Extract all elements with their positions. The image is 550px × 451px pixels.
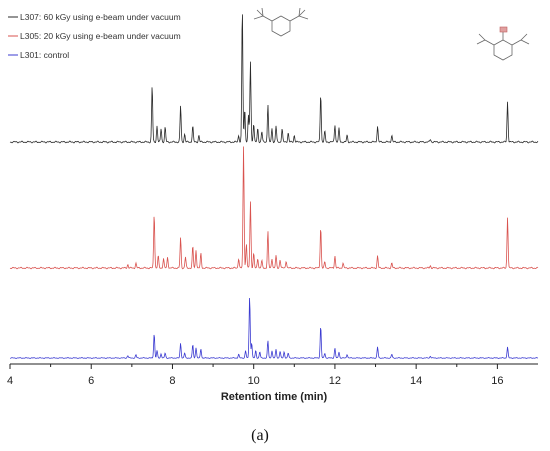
legend-label-l305: L305: 20 kGy using e-beam under vacuum xyxy=(20,31,181,41)
x-tick-label-4: 4 xyxy=(7,375,13,387)
legend: L307: 60 kGy using e-beam under vacuum L… xyxy=(8,12,181,60)
x-tick-label-14: 14 xyxy=(410,375,422,387)
molecule-structure-1-icon xyxy=(253,7,309,37)
x-tick-label-10: 10 xyxy=(248,375,260,387)
series-line-l305 xyxy=(9,146,539,270)
x-axis-ticks: 4 6 8 10 12 14 16 xyxy=(7,364,504,387)
x-tick-label-12: 12 xyxy=(329,375,341,387)
x-axis-label: Retention time (min) xyxy=(221,391,328,403)
x-tick-label-16: 16 xyxy=(491,375,503,387)
legend-label-l301: L301: control xyxy=(20,50,69,60)
panel-label: (a) xyxy=(251,427,269,444)
molecule-structure-2-icon xyxy=(476,26,530,61)
series-line-l307 xyxy=(9,14,539,144)
legend-label-l307: L307: 60 kGy using e-beam under vacuum xyxy=(20,12,181,22)
x-tick-label-6: 6 xyxy=(88,375,94,387)
series-line-l301 xyxy=(9,298,539,359)
x-tick-label-8: 8 xyxy=(169,375,175,387)
